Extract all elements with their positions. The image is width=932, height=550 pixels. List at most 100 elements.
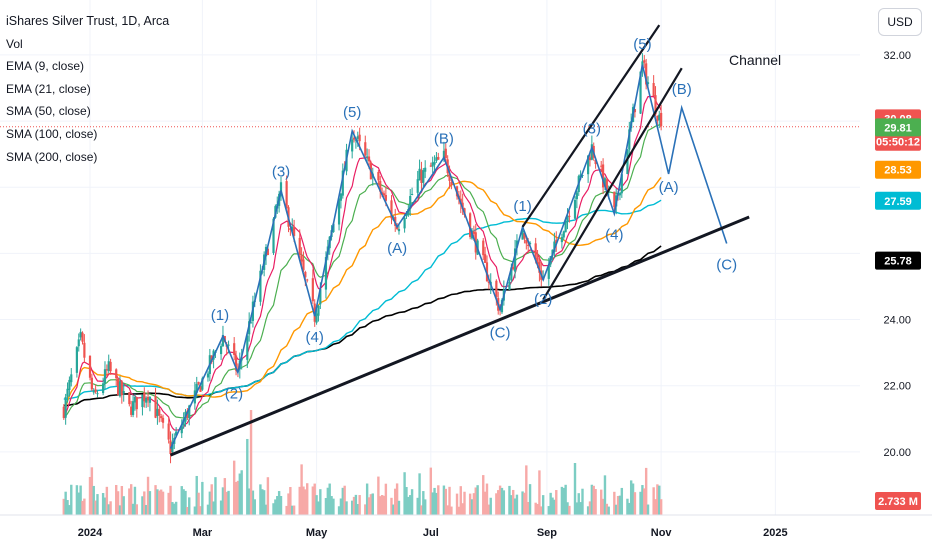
wave-label-13[interactable]: (A) <box>659 179 679 196</box>
volume-bar <box>264 504 268 515</box>
legend-sma200[interactable]: SMA (200, close) <box>6 149 98 164</box>
volume-bar <box>485 483 489 515</box>
currency-button[interactable]: USD <box>878 8 922 36</box>
wave-label-11[interactable]: (4) <box>605 227 623 244</box>
volume-bar <box>103 497 107 515</box>
volume-bar <box>120 486 124 515</box>
candle-body <box>422 170 425 183</box>
volume-bar <box>521 491 524 515</box>
volume-bar <box>540 506 543 515</box>
volume-bar <box>575 502 579 515</box>
volume-bar <box>562 487 565 515</box>
candle-body <box>199 386 202 392</box>
candle-body <box>469 213 472 238</box>
volume-bar <box>156 489 159 515</box>
legend-vol[interactable]: Vol <box>6 36 23 51</box>
candle-body <box>652 83 655 97</box>
volume-bar <box>345 501 348 515</box>
volume-bar <box>208 491 212 515</box>
candle-body <box>351 139 354 152</box>
volume-bar <box>405 487 408 515</box>
wave-label-14[interactable]: (B) <box>672 81 692 98</box>
volume-bar <box>607 506 610 515</box>
volume-bar <box>236 480 240 515</box>
volume-bar <box>161 491 165 515</box>
volume-bar <box>555 490 558 515</box>
candle-body <box>646 82 650 85</box>
wave-label-2[interactable]: (3) <box>272 164 290 181</box>
elliott-wave-path <box>169 64 728 449</box>
legend-sma100[interactable]: SMA (100, close) <box>6 126 98 141</box>
candle-body <box>628 129 631 150</box>
wave-label-10[interactable]: (3) <box>583 121 601 138</box>
price-tick: 32.00 <box>883 50 911 62</box>
volume-bar <box>246 438 249 515</box>
volume-bar <box>311 486 315 515</box>
channel-label[interactable]: Channel <box>729 52 781 68</box>
candle-body <box>259 270 262 302</box>
date-tick: 2025 <box>763 527 787 539</box>
candle-body <box>311 278 314 302</box>
wave-label-6[interactable]: (B) <box>434 130 454 147</box>
volume-bar <box>232 460 236 515</box>
candle-body <box>148 397 152 403</box>
legend-title[interactable]: iShares Silver Trust, 1D, Arca <box>6 14 170 28</box>
volume-bar <box>534 502 537 515</box>
volume-bar <box>577 493 580 515</box>
wave-label-3[interactable]: (4) <box>306 329 324 346</box>
wave-label-0[interactable]: (1) <box>211 307 229 324</box>
volume-bar <box>433 487 436 515</box>
candle-body <box>118 381 122 397</box>
volume-bar <box>654 499 657 515</box>
volume-bar <box>429 467 433 515</box>
legend-sma50[interactable]: SMA (50, close) <box>6 104 91 119</box>
wave-label-4[interactable]: (5) <box>343 104 361 121</box>
volume-bar <box>75 485 79 515</box>
volume-bar <box>144 504 148 515</box>
wave-label-12[interactable]: (5) <box>633 36 651 53</box>
wave-label-1[interactable]: (2) <box>225 385 243 402</box>
volume-bar <box>326 487 330 515</box>
volume-bar <box>266 477 270 515</box>
candle-body <box>367 156 371 162</box>
candle-body <box>403 217 406 229</box>
candle-body <box>279 182 283 194</box>
wave-label-15[interactable]: (C) <box>716 256 737 273</box>
volume-bar <box>459 486 462 515</box>
candle-body <box>356 136 359 139</box>
volume-bar <box>62 498 65 515</box>
wave-label-8[interactable]: (1) <box>513 198 531 215</box>
volume-bar <box>135 504 139 515</box>
volume-bar <box>276 496 279 515</box>
wave-label-9[interactable]: (2) <box>534 291 552 308</box>
volume-bar <box>397 500 401 515</box>
volume-bar <box>487 504 491 515</box>
badge-28-53-text: 28.53 <box>884 165 912 177</box>
candle-body <box>626 149 629 175</box>
candle-body <box>484 254 487 263</box>
wave-label-5[interactable]: (A) <box>387 240 407 257</box>
candle-body <box>472 231 475 234</box>
volume-bar <box>423 499 427 515</box>
legend-ema21[interactable]: EMA (21, close) <box>6 81 91 96</box>
candle-body <box>249 322 253 324</box>
volume-bar <box>461 503 464 515</box>
volume-bar <box>444 488 447 515</box>
volume-bar <box>234 481 238 515</box>
volume-bar <box>193 506 197 515</box>
volume-bar <box>279 496 283 515</box>
candle-body <box>366 156 369 158</box>
candle-body <box>160 416 163 419</box>
legend-ema9[interactable]: EMA (9, close) <box>6 59 85 74</box>
volume-bar <box>227 490 230 515</box>
volume-bar <box>613 491 616 515</box>
volume-badge-text: 2.733 M <box>878 496 918 508</box>
volume-bar <box>547 506 550 515</box>
candle-body <box>158 409 161 416</box>
volume-bar <box>272 503 275 515</box>
candle-body <box>167 423 170 440</box>
wave-label-7[interactable]: (C) <box>490 325 511 342</box>
volume-bar <box>455 493 459 515</box>
volume-bar <box>180 486 183 515</box>
